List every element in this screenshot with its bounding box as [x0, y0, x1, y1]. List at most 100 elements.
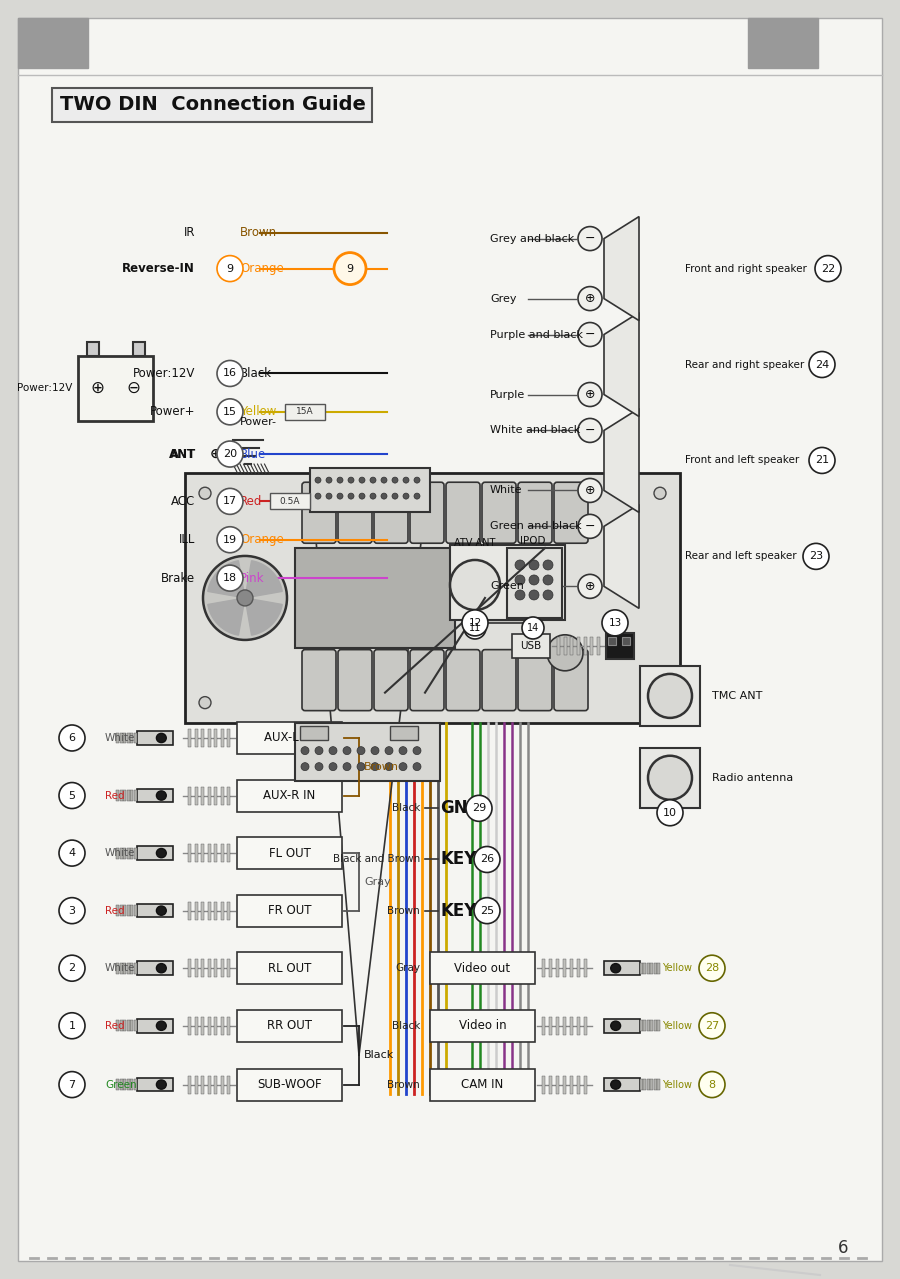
Bar — [214, 1017, 217, 1035]
Bar — [188, 959, 191, 977]
Text: Grey and black: Grey and black — [490, 234, 574, 243]
Text: ⊕: ⊕ — [90, 379, 104, 396]
Circle shape — [59, 1072, 85, 1097]
Text: GND: GND — [440, 799, 482, 817]
Text: Orange: Orange — [240, 262, 284, 275]
Text: Brown: Brown — [240, 226, 277, 239]
Bar — [123, 848, 126, 858]
Text: ⊕: ⊕ — [585, 388, 595, 402]
Bar — [570, 959, 573, 977]
FancyBboxPatch shape — [518, 650, 552, 711]
Bar — [214, 787, 217, 804]
Text: 17: 17 — [223, 496, 237, 506]
Ellipse shape — [611, 963, 621, 973]
Bar — [194, 1076, 197, 1094]
Circle shape — [654, 697, 666, 709]
FancyBboxPatch shape — [482, 650, 516, 711]
Bar — [475, 560, 535, 623]
Text: Reverse-IN: Reverse-IN — [122, 262, 195, 275]
Circle shape — [326, 477, 332, 483]
Text: 10: 10 — [663, 808, 677, 817]
Text: White and black: White and black — [490, 426, 580, 435]
Circle shape — [578, 286, 602, 311]
Bar — [201, 1017, 204, 1035]
Text: 12: 12 — [468, 618, 482, 628]
Bar — [87, 341, 99, 356]
Text: SUB-WOOF: SUB-WOOF — [257, 1078, 322, 1091]
Bar — [543, 959, 545, 977]
Bar — [138, 789, 173, 802]
Bar — [18, 18, 88, 68]
Bar — [123, 733, 126, 743]
Circle shape — [315, 494, 321, 499]
Bar — [116, 790, 120, 801]
Circle shape — [515, 576, 525, 585]
Bar — [657, 963, 660, 973]
Bar — [201, 787, 204, 804]
Circle shape — [359, 477, 365, 483]
Bar — [138, 1078, 173, 1091]
Bar — [597, 637, 600, 655]
Text: 3: 3 — [68, 906, 76, 916]
Bar — [130, 906, 133, 916]
Circle shape — [815, 256, 841, 281]
Text: Front and left speaker: Front and left speaker — [685, 455, 799, 466]
Circle shape — [199, 697, 211, 709]
Bar — [214, 729, 217, 747]
Circle shape — [315, 477, 321, 483]
Circle shape — [399, 747, 407, 755]
Bar — [310, 468, 430, 512]
Circle shape — [315, 747, 323, 755]
Bar — [123, 1021, 126, 1031]
Bar — [127, 906, 130, 916]
Bar — [653, 963, 657, 973]
Polygon shape — [245, 560, 283, 599]
Text: Red: Red — [105, 1021, 124, 1031]
Bar — [130, 848, 133, 858]
Bar — [123, 1079, 126, 1090]
Bar — [220, 1017, 223, 1035]
Bar — [270, 494, 310, 509]
FancyBboxPatch shape — [554, 482, 588, 544]
Circle shape — [464, 616, 486, 640]
Text: Front and right speaker: Front and right speaker — [685, 263, 807, 274]
Bar — [120, 1079, 123, 1090]
Bar — [188, 1076, 191, 1094]
Circle shape — [699, 955, 725, 981]
Text: Gray: Gray — [395, 963, 420, 973]
Bar — [430, 1009, 535, 1042]
Bar — [237, 1009, 342, 1042]
Bar — [227, 729, 230, 747]
Polygon shape — [208, 560, 245, 599]
Circle shape — [699, 1013, 725, 1039]
Text: Yellow: Yellow — [662, 1021, 692, 1031]
Bar — [188, 844, 191, 862]
Text: ⊕: ⊕ — [585, 292, 595, 306]
Circle shape — [809, 352, 835, 377]
Circle shape — [403, 494, 409, 499]
Circle shape — [59, 898, 85, 923]
Bar — [605, 962, 640, 975]
Circle shape — [343, 747, 351, 755]
Bar — [237, 1068, 342, 1101]
Text: 9: 9 — [227, 263, 234, 274]
Bar — [138, 904, 173, 917]
Text: Red: Red — [105, 790, 124, 801]
Bar — [134, 906, 137, 916]
Circle shape — [414, 494, 420, 499]
Bar — [543, 1076, 545, 1094]
Text: 6: 6 — [68, 733, 76, 743]
Circle shape — [217, 399, 243, 425]
Bar — [220, 787, 223, 804]
Bar — [116, 1079, 120, 1090]
Bar — [208, 787, 211, 804]
Circle shape — [301, 747, 309, 755]
Bar — [227, 787, 230, 804]
Bar — [127, 1021, 130, 1031]
Text: 2: 2 — [68, 963, 76, 973]
Circle shape — [413, 747, 421, 755]
Bar — [194, 959, 197, 977]
Polygon shape — [604, 216, 639, 321]
Bar — [640, 666, 700, 726]
Bar — [194, 787, 197, 804]
